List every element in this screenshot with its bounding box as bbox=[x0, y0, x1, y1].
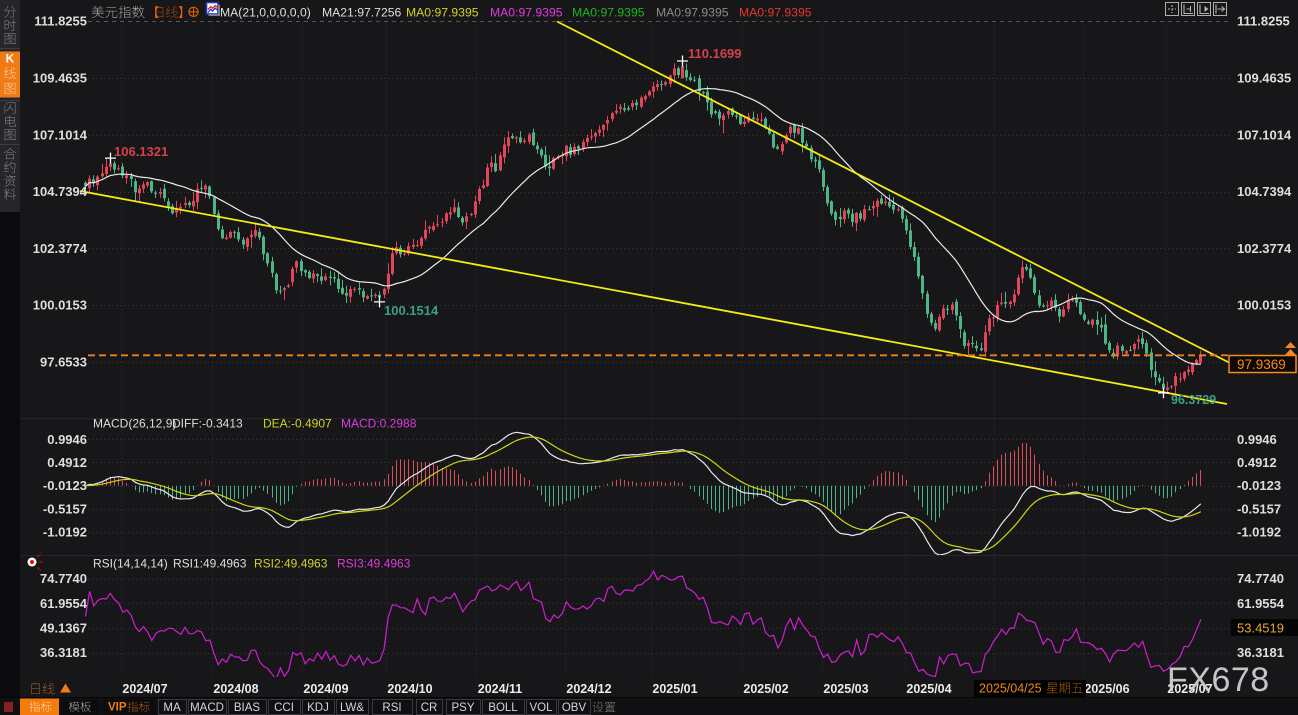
svg-text:0.4912: 0.4912 bbox=[1237, 455, 1277, 470]
svg-text:DIFF:-0.3413: DIFF:-0.3413 bbox=[172, 417, 243, 431]
svg-text:2024/08: 2024/08 bbox=[213, 682, 258, 696]
svg-text:DEA:-0.4907: DEA:-0.4907 bbox=[263, 417, 332, 431]
svg-text:BIAS: BIAS bbox=[234, 702, 261, 714]
svg-text:2025/03: 2025/03 bbox=[823, 682, 868, 696]
svg-text:MACD: MACD bbox=[190, 702, 224, 714]
svg-text:2025/06: 2025/06 bbox=[1084, 682, 1129, 696]
svg-text:0.4912: 0.4912 bbox=[47, 455, 87, 470]
svg-text:49.1367: 49.1367 bbox=[40, 621, 87, 636]
svg-text:110.1699: 110.1699 bbox=[688, 46, 742, 61]
svg-text:109.4635: 109.4635 bbox=[1237, 71, 1291, 86]
svg-text:-0.5157: -0.5157 bbox=[43, 501, 87, 516]
svg-text:74.7740: 74.7740 bbox=[40, 571, 87, 586]
svg-text:KDJ: KDJ bbox=[307, 702, 329, 714]
svg-text:104.7394: 104.7394 bbox=[1237, 184, 1292, 199]
svg-text:MA0:97.9395: MA0:97.9395 bbox=[656, 6, 729, 20]
svg-text:97.9369: 97.9369 bbox=[1237, 357, 1286, 372]
svg-text:-0.0123: -0.0123 bbox=[43, 478, 87, 493]
svg-text:VIP: VIP bbox=[108, 702, 127, 714]
svg-text:MA0:97.9395: MA0:97.9395 bbox=[490, 6, 563, 20]
svg-text:OBV: OBV bbox=[562, 702, 587, 714]
svg-text:MA: MA bbox=[163, 702, 181, 714]
svg-text:107.1014: 107.1014 bbox=[1237, 127, 1292, 142]
svg-text:BOLL: BOLL bbox=[488, 702, 518, 714]
svg-text:RSI(14,14,14): RSI(14,14,14) bbox=[93, 557, 168, 571]
svg-text:97.6533: 97.6533 bbox=[40, 355, 87, 370]
svg-text:102.3774: 102.3774 bbox=[1237, 241, 1292, 256]
svg-text:100.0153: 100.0153 bbox=[33, 298, 87, 313]
svg-text:-1.0192: -1.0192 bbox=[1237, 525, 1281, 540]
svg-text:109.4635: 109.4635 bbox=[33, 71, 87, 86]
svg-text:2024/11: 2024/11 bbox=[478, 682, 523, 696]
svg-text:MA21:97.7256: MA21:97.7256 bbox=[322, 6, 402, 20]
svg-text:FX678: FX678 bbox=[1167, 661, 1270, 699]
svg-text:MA0:97.9395: MA0:97.9395 bbox=[406, 6, 479, 20]
svg-text:104.7394: 104.7394 bbox=[33, 184, 88, 199]
svg-text:106.1321: 106.1321 bbox=[114, 144, 168, 159]
svg-text:100.1514: 100.1514 bbox=[384, 303, 439, 318]
svg-text:CR: CR bbox=[421, 702, 438, 714]
svg-text:MA0:97.9395: MA0:97.9395 bbox=[739, 6, 812, 20]
svg-text:61.9554: 61.9554 bbox=[1237, 596, 1285, 611]
svg-text:LW&: LW& bbox=[340, 702, 364, 714]
svg-text:MA0:97.9395: MA0:97.9395 bbox=[572, 6, 645, 20]
svg-text:2024/10: 2024/10 bbox=[387, 682, 432, 696]
svg-text:RSI: RSI bbox=[382, 702, 401, 714]
svg-text:RSI2:49.4963: RSI2:49.4963 bbox=[254, 557, 328, 571]
svg-text:0.9946: 0.9946 bbox=[1237, 432, 1277, 447]
svg-text:RSI3:49.4963: RSI3:49.4963 bbox=[337, 557, 411, 571]
svg-text:2024/12: 2024/12 bbox=[566, 682, 611, 696]
svg-text:2025/04: 2025/04 bbox=[906, 682, 951, 696]
svg-text:-1.0192: -1.0192 bbox=[43, 525, 87, 540]
svg-text:36.3181: 36.3181 bbox=[40, 645, 87, 660]
svg-text:2025/01: 2025/01 bbox=[652, 682, 697, 696]
svg-text:100.0153: 100.0153 bbox=[1237, 298, 1291, 313]
svg-text:2025/04/25: 2025/04/25 bbox=[979, 682, 1042, 696]
svg-text:2025/02: 2025/02 bbox=[743, 682, 788, 696]
svg-text:111.8255: 111.8255 bbox=[1237, 14, 1290, 29]
svg-text:61.9554: 61.9554 bbox=[40, 596, 88, 611]
svg-text:2025/07: 2025/07 bbox=[1167, 682, 1212, 696]
svg-text:K: K bbox=[6, 52, 15, 66]
svg-text:111.8255: 111.8255 bbox=[34, 14, 87, 29]
svg-text:2024/07: 2024/07 bbox=[122, 682, 167, 696]
svg-text:VOL: VOL bbox=[529, 702, 553, 714]
svg-text:0.9946: 0.9946 bbox=[47, 432, 87, 447]
svg-text:107.1014: 107.1014 bbox=[33, 127, 88, 142]
svg-text:CCI: CCI bbox=[274, 702, 294, 714]
svg-text:RSI1:49.4963: RSI1:49.4963 bbox=[173, 557, 247, 571]
svg-text:53.4519: 53.4519 bbox=[1237, 621, 1284, 636]
svg-text:102.3774: 102.3774 bbox=[33, 241, 88, 256]
svg-text:MA(21,0,0,0,0,0): MA(21,0,0,0,0,0) bbox=[220, 6, 311, 20]
svg-text:36.3181: 36.3181 bbox=[1237, 645, 1284, 660]
svg-text:96.3729: 96.3729 bbox=[1171, 393, 1216, 407]
svg-text:PSY: PSY bbox=[451, 702, 474, 714]
svg-text:-0.0123: -0.0123 bbox=[1237, 478, 1281, 493]
svg-text:MACD:0.2988: MACD:0.2988 bbox=[341, 417, 417, 431]
svg-text:74.7740: 74.7740 bbox=[1237, 571, 1284, 586]
svg-text:-0.5157: -0.5157 bbox=[1237, 501, 1281, 516]
svg-text:MACD(26,12,9): MACD(26,12,9) bbox=[93, 417, 176, 431]
svg-text:2024/09: 2024/09 bbox=[303, 682, 348, 696]
